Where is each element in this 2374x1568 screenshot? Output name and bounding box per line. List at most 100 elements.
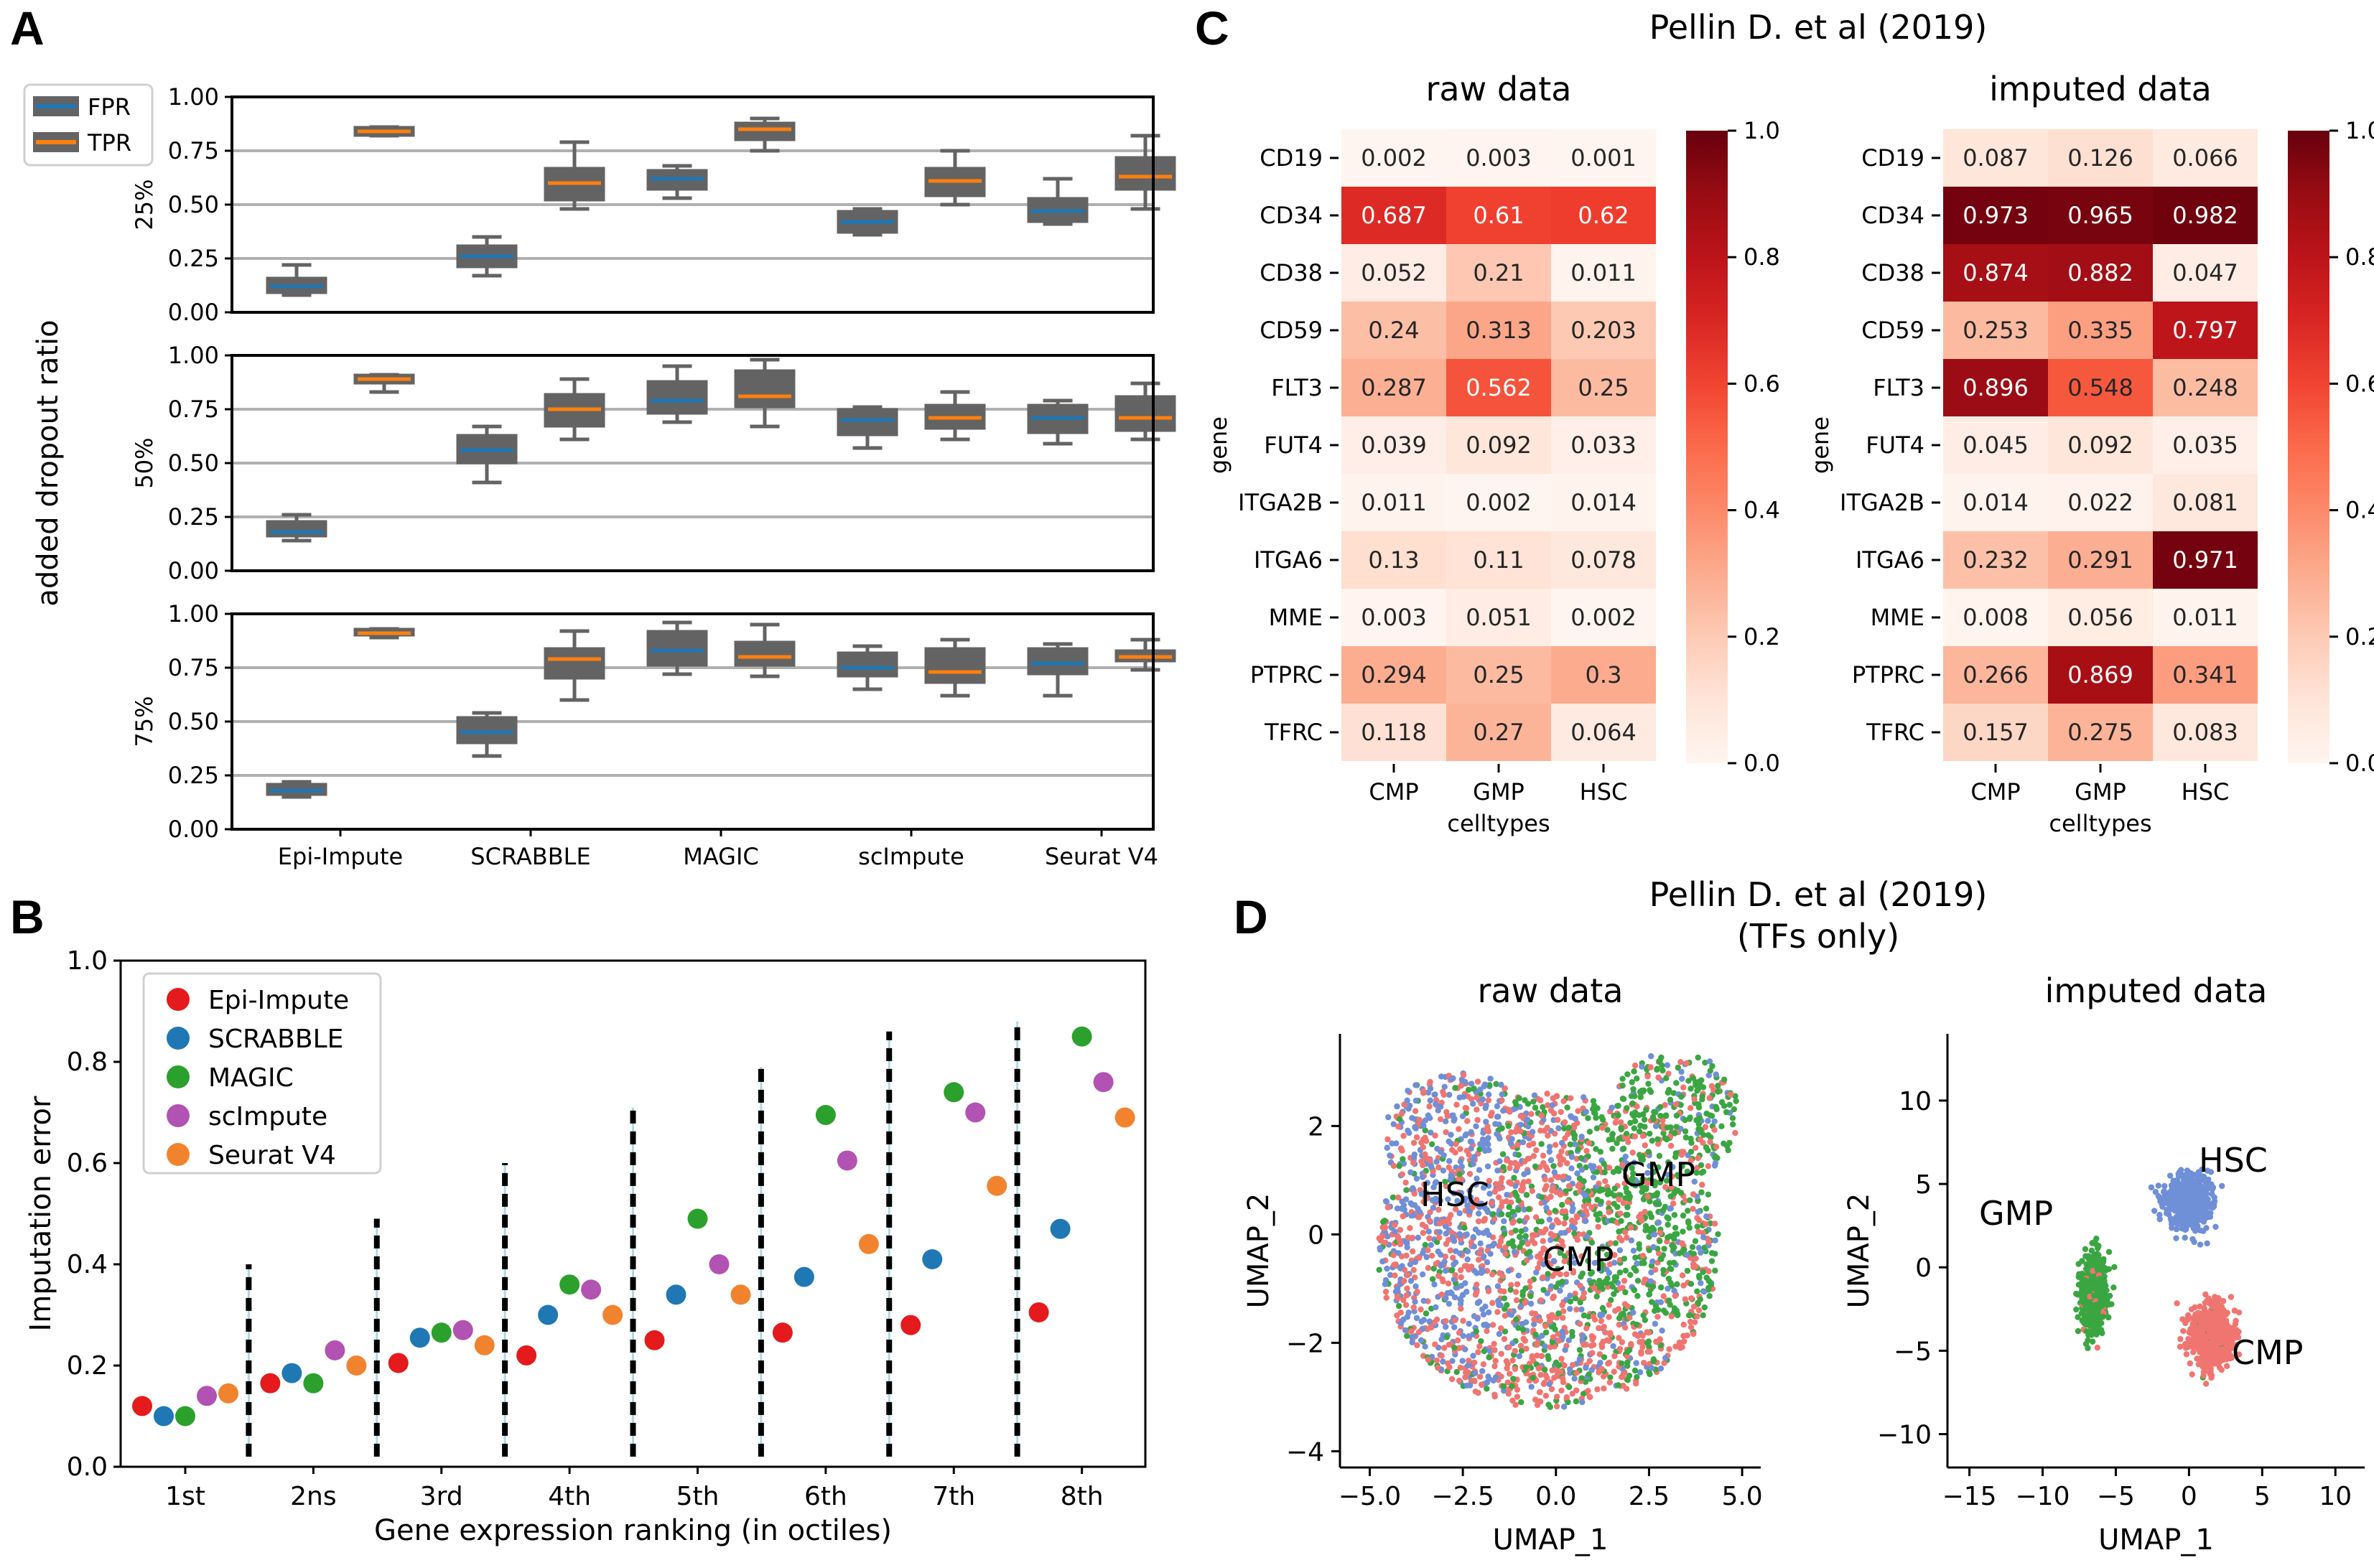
c-cell-value: 0.61 (1473, 202, 1524, 229)
d-point (2075, 1261, 2082, 1267)
d-point (1568, 1223, 1575, 1230)
d-point (1606, 1379, 1614, 1386)
d-point (2161, 1182, 2168, 1190)
a-box-body (734, 640, 796, 667)
c-cell-value: 0.047 (2172, 259, 2238, 286)
d-point (2183, 1351, 2190, 1358)
d-point (1624, 1105, 1630, 1111)
d-point (1402, 1179, 1409, 1186)
d-point (1442, 1223, 1449, 1230)
d-point (1673, 1112, 1680, 1119)
d-point (1479, 1096, 1486, 1103)
d-point (1626, 1315, 1633, 1321)
d-point (1622, 1289, 1629, 1296)
d-point (1493, 1081, 1499, 1088)
panel-label-a: A (10, 1, 45, 55)
d-point (1482, 1105, 1489, 1111)
b-xlabel: Gene expression ranking (in octiles) (374, 1514, 892, 1547)
c-cell (2048, 129, 2153, 187)
d-point (1475, 1389, 1481, 1396)
c-cell-value: 0.052 (1361, 259, 1427, 286)
d-point (1585, 1388, 1591, 1394)
d-point (1705, 1072, 1713, 1078)
d-point (1461, 1093, 1467, 1100)
d-point (2111, 1264, 2118, 1271)
d-point (1423, 1195, 1430, 1202)
d-point (1507, 1371, 1513, 1377)
c-title: Pellin D. et al (2019) (1649, 8, 1988, 47)
panel-label-b: B (10, 890, 45, 943)
c-cell (1446, 129, 1551, 187)
c-cell-value: 0.965 (2067, 202, 2133, 229)
d-point (1706, 1292, 1713, 1299)
c-cell (2153, 244, 2258, 302)
d-point (1442, 1254, 1449, 1260)
d-point (1412, 1259, 1419, 1266)
c-cell (1446, 244, 1551, 302)
d-point (1430, 1184, 1437, 1191)
d-point (1555, 1330, 1561, 1338)
d-point (1558, 1387, 1565, 1394)
d-point (1624, 1211, 1631, 1218)
d-point (1551, 1374, 1558, 1381)
d-point (1616, 1135, 1623, 1142)
d-point (1615, 1168, 1622, 1175)
d-point (1695, 1244, 1703, 1251)
c-cell (1551, 646, 1656, 704)
c-row-label: TFRC (1866, 719, 1924, 746)
d-point (1609, 1131, 1616, 1137)
c-col-label: GMP (1473, 778, 1525, 806)
d-point (1514, 1164, 1520, 1170)
d-point (1555, 1243, 1561, 1250)
d-point (1449, 1358, 1456, 1364)
c-cell-value: 0.002 (1361, 144, 1427, 172)
c-cell-value: 0.022 (2067, 489, 2133, 516)
d-point (1500, 1387, 1507, 1394)
d-point (1571, 1376, 1578, 1382)
d-point (1662, 1310, 1670, 1316)
d-point (1427, 1157, 1433, 1164)
d-point (1580, 1391, 1587, 1397)
d-point (1471, 1243, 1477, 1250)
d-point (1559, 1202, 1565, 1208)
d-point (1481, 1217, 1488, 1223)
b-point (1093, 1072, 1114, 1093)
d-point (1616, 1285, 1624, 1292)
d-point (1649, 1193, 1656, 1199)
d-point (2168, 1218, 2175, 1224)
d-point (1547, 1177, 1555, 1184)
d-point (1530, 1321, 1537, 1327)
d-point (1647, 1162, 1653, 1170)
b-legend-marker (167, 1065, 190, 1088)
d-point (1622, 1267, 1629, 1274)
d-point (1453, 1284, 1459, 1291)
d-point (1486, 1231, 1492, 1238)
a-box-body (266, 520, 327, 538)
d-xtick-label: 0.0 (1535, 1482, 1576, 1511)
b-axes-frame (119, 959, 1147, 1468)
d-point (2189, 1185, 2196, 1192)
d-point (1622, 1229, 1629, 1236)
d-point (1409, 1333, 1415, 1340)
d-point (1629, 1149, 1636, 1156)
d-point (2199, 1166, 2205, 1173)
a-box-fpr (646, 164, 708, 200)
c-row-label: CD19 (1260, 144, 1323, 172)
c-cell (1341, 589, 1446, 646)
d-point (1444, 1289, 1451, 1297)
b-point (858, 1233, 879, 1254)
b-point (965, 1102, 986, 1123)
d-point (1549, 1367, 1555, 1373)
d-point (1430, 1205, 1437, 1211)
c-cell-value: 0.056 (2067, 604, 2133, 631)
d-point (1627, 1271, 1634, 1279)
c-cell (2153, 187, 2258, 244)
b-point (325, 1340, 345, 1361)
d-point (1565, 1250, 1572, 1256)
d-point (1654, 1307, 1662, 1313)
d-point (1663, 1136, 1670, 1143)
d-point (1457, 1146, 1463, 1152)
d-point (1438, 1149, 1444, 1155)
d-point (1458, 1176, 1465, 1182)
d-point (1715, 1083, 1721, 1089)
